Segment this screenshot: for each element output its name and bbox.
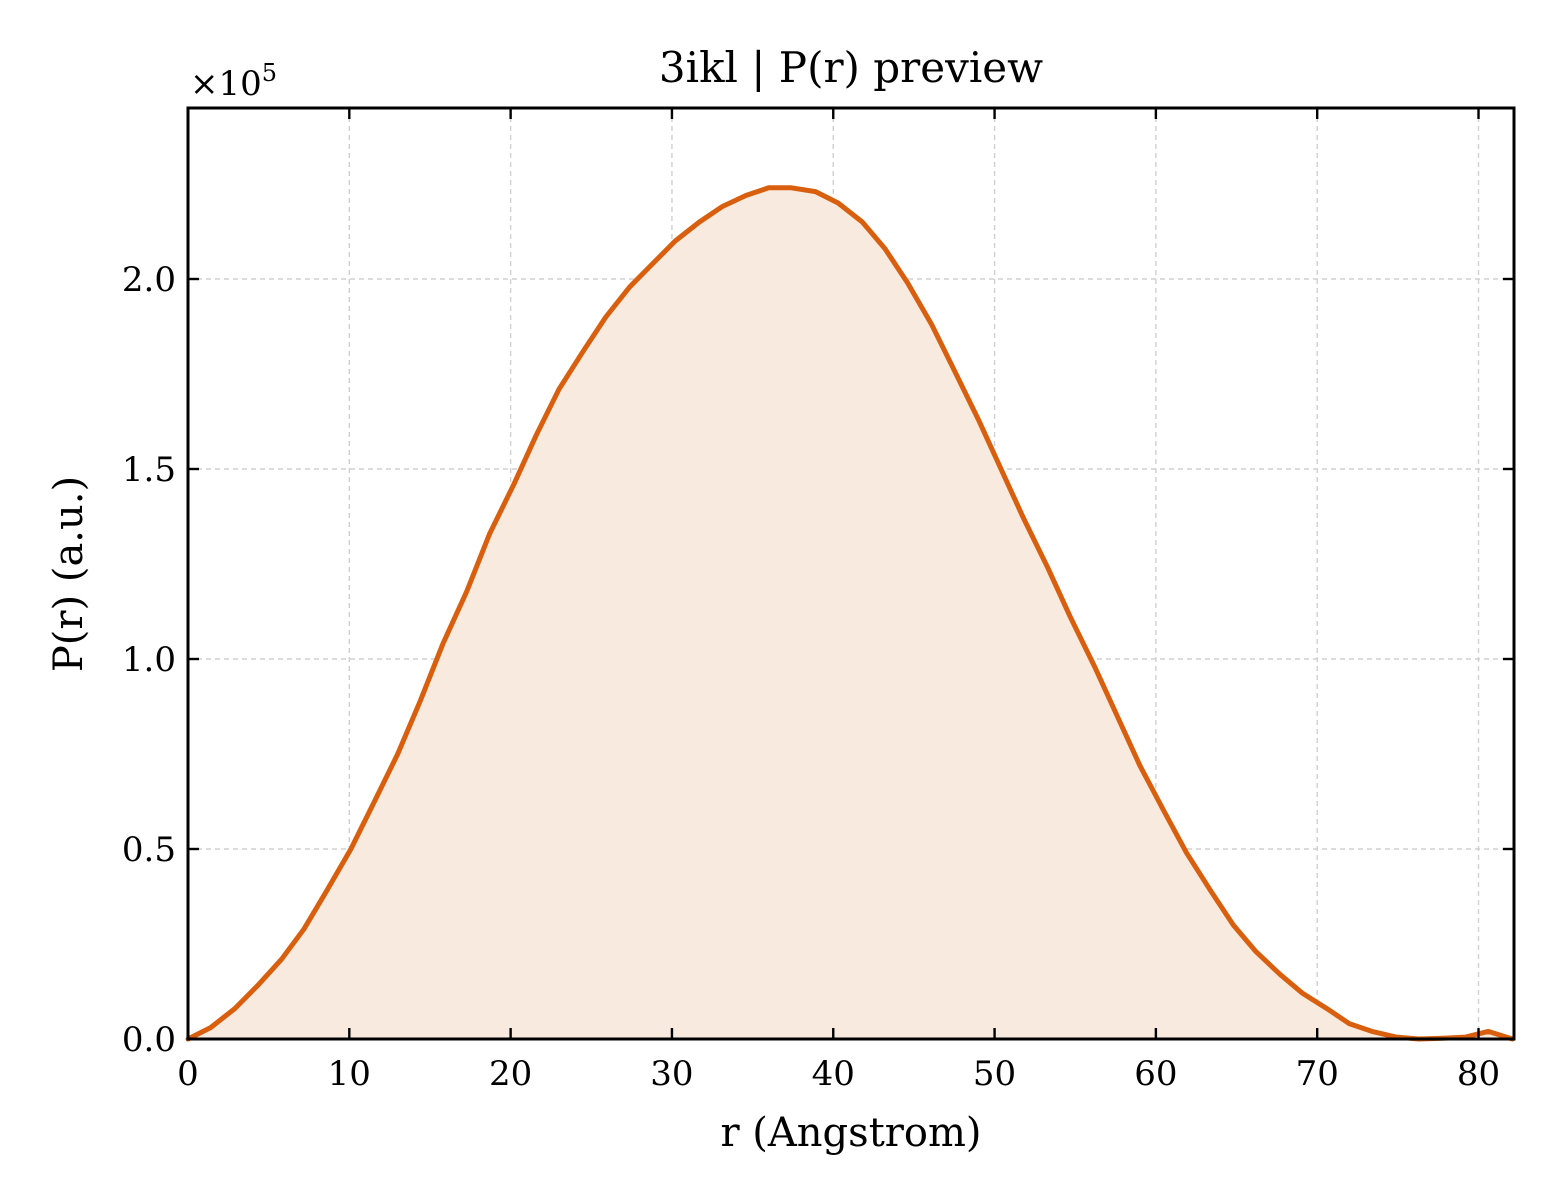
tick-label-layer: 0 10 20 30 40 50 60 70 80 0.0 0.5 1.0 1.5 2.0	[122, 260, 1500, 1094]
y-offset-exponent: 5	[262, 59, 277, 87]
y-tick-label: 1.5	[122, 450, 176, 490]
chart-title: 3ikl | P(r) preview	[659, 43, 1043, 92]
x-tick-label: 60	[1134, 1054, 1177, 1094]
x-tick-label: 70	[1296, 1054, 1339, 1094]
y-tick-label: 2.0	[122, 260, 176, 300]
x-axis-label: r (Angstrom)	[720, 1110, 981, 1156]
y-axis-label: P(r) (a.u.)	[46, 476, 92, 672]
y-offset-base: ×10	[190, 64, 262, 104]
x-tick-label: 10	[328, 1054, 371, 1094]
pr-series-line	[185, 185, 1515, 1042]
pr-area-fill	[188, 187, 1513, 1040]
x-tick-label: 0	[177, 1054, 199, 1094]
x-tick-label: 80	[1457, 1054, 1500, 1094]
y-tick-label: 0.0	[122, 1020, 176, 1060]
y-offset-label: ×105	[190, 59, 277, 104]
x-tick-label: 40	[812, 1054, 855, 1094]
plot-frame	[186, 106, 1516, 1041]
y-tick-label: 0.5	[122, 830, 176, 870]
y-tick-label: 1.0	[122, 640, 176, 680]
x-tick-label: 30	[650, 1054, 693, 1094]
x-tick-label: 50	[973, 1054, 1016, 1094]
tick-layer	[186, 108, 1514, 1041]
x-tick-label: 20	[489, 1054, 532, 1094]
